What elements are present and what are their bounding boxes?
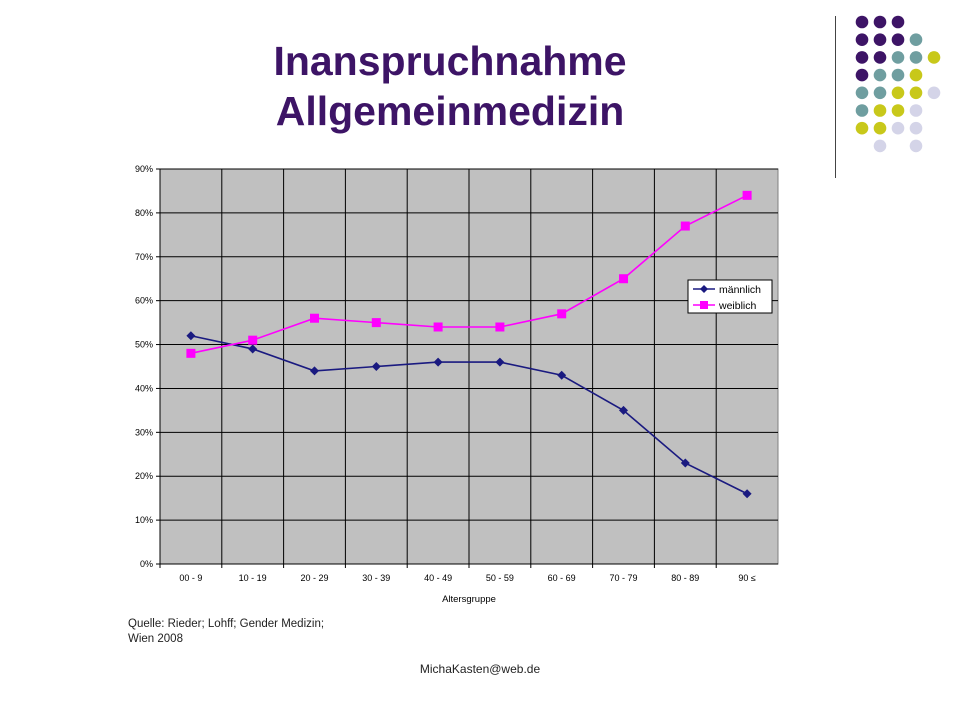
decorative-dot	[855, 104, 869, 117]
decorative-dot	[855, 121, 869, 135]
data-point	[495, 357, 505, 367]
x-tick-label: 60 - 69	[548, 573, 576, 583]
y-tick-label: 30%	[135, 427, 153, 437]
data-point	[619, 274, 628, 284]
data-point	[433, 357, 443, 367]
series-line	[190, 194, 748, 355]
x-tick-label: 90 ≤	[738, 573, 756, 583]
x-tick-label: 10 - 19	[239, 573, 267, 583]
decorative-dot	[891, 86, 905, 100]
data-point	[742, 489, 752, 499]
title-line-1: Inanspruchnahme	[273, 38, 627, 84]
decorative-dot	[909, 68, 923, 82]
decorative-dot	[891, 51, 905, 64]
footer-email: MichaKasten@web.de	[419, 662, 541, 676]
decorative-dot	[891, 68, 905, 82]
y-tick-label: 60%	[135, 296, 153, 306]
series-männlich	[186, 331, 752, 499]
title-line-2: Allgemeinmedizin	[275, 88, 625, 134]
y-tick-label: 40%	[135, 383, 153, 393]
data-point	[371, 318, 381, 328]
decorative-dot	[927, 86, 941, 100]
data-point	[248, 344, 258, 354]
decorative-dot	[855, 86, 869, 100]
legend-marker	[700, 301, 708, 309]
legend-marker	[700, 285, 708, 293]
decorative-dot	[909, 121, 923, 135]
source-line-1: Quelle: Rieder; Lohff; Gender Medizin;	[128, 618, 325, 630]
x-tick-label: 20 - 29	[300, 573, 328, 583]
decorative-dot	[873, 15, 887, 29]
x-tick-label: 40 - 49	[424, 573, 452, 583]
decorative-dot	[855, 15, 869, 29]
y-tick-label: 0%	[140, 559, 153, 569]
data-point	[680, 221, 690, 231]
data-point	[495, 322, 505, 332]
page-title: Inanspruchnahme Allgemeinmedizin	[150, 36, 750, 136]
data-point	[310, 366, 319, 376]
decorative-dot	[873, 33, 887, 46]
data-point	[310, 313, 319, 323]
decorative-dot	[891, 33, 905, 46]
decorative-dot	[909, 86, 923, 100]
data-point	[680, 458, 690, 468]
decorative-dot	[873, 139, 887, 153]
data-point	[557, 309, 567, 319]
legend-label: weiblich	[718, 300, 757, 312]
x-tick-label: 00 - 9	[179, 573, 202, 583]
decorative-dot	[927, 51, 941, 64]
decorative-divider-line	[835, 16, 836, 178]
decorative-dot	[873, 51, 887, 64]
decorative-dot	[891, 104, 905, 117]
decorative-dot	[891, 15, 905, 29]
decorative-dot	[855, 68, 869, 82]
grid-lines	[160, 168, 778, 565]
x-tick-label: 30 - 39	[362, 573, 390, 583]
y-tick-label: 50%	[135, 340, 153, 350]
y-tick-label: 70%	[135, 252, 153, 262]
y-tick-label: 90%	[135, 164, 153, 174]
data-point	[433, 322, 443, 332]
decorative-dot	[855, 51, 869, 64]
data-point	[248, 335, 258, 345]
x-tick-label: 80 - 89	[671, 573, 699, 583]
y-tick-label: 80%	[135, 208, 153, 218]
decorative-dot	[909, 33, 923, 46]
x-tick-label: 70 - 79	[609, 573, 637, 583]
data-point	[619, 405, 628, 415]
y-tick-label: 20%	[135, 471, 153, 481]
series-weiblich	[186, 190, 752, 358]
data-point	[742, 190, 752, 200]
decorative-dot	[909, 139, 923, 153]
x-axis-label: Altersgruppe	[442, 594, 496, 605]
decorative-dot	[891, 121, 905, 135]
source-line-2: Wien 2008	[128, 633, 183, 645]
data-point	[557, 370, 567, 380]
y-tick-label: 10%	[135, 515, 153, 525]
decorative-dot	[855, 33, 869, 46]
x-tick-label: 50 - 59	[486, 573, 514, 583]
decorative-dot	[873, 86, 887, 100]
series-line	[190, 334, 748, 495]
legend-label: männlich	[719, 284, 761, 296]
source-note: Quelle: Rieder; Lohff; Gender Medizin; W…	[128, 617, 324, 647]
decorative-dot	[873, 121, 887, 135]
decorative-dot	[909, 104, 923, 117]
data-point	[186, 348, 196, 358]
decorative-dot	[909, 51, 923, 64]
data-point	[371, 362, 381, 371]
data-point	[186, 331, 196, 341]
decorative-dot	[873, 68, 887, 82]
decorative-dot	[873, 104, 887, 117]
legend: männlich weiblich	[687, 279, 773, 314]
